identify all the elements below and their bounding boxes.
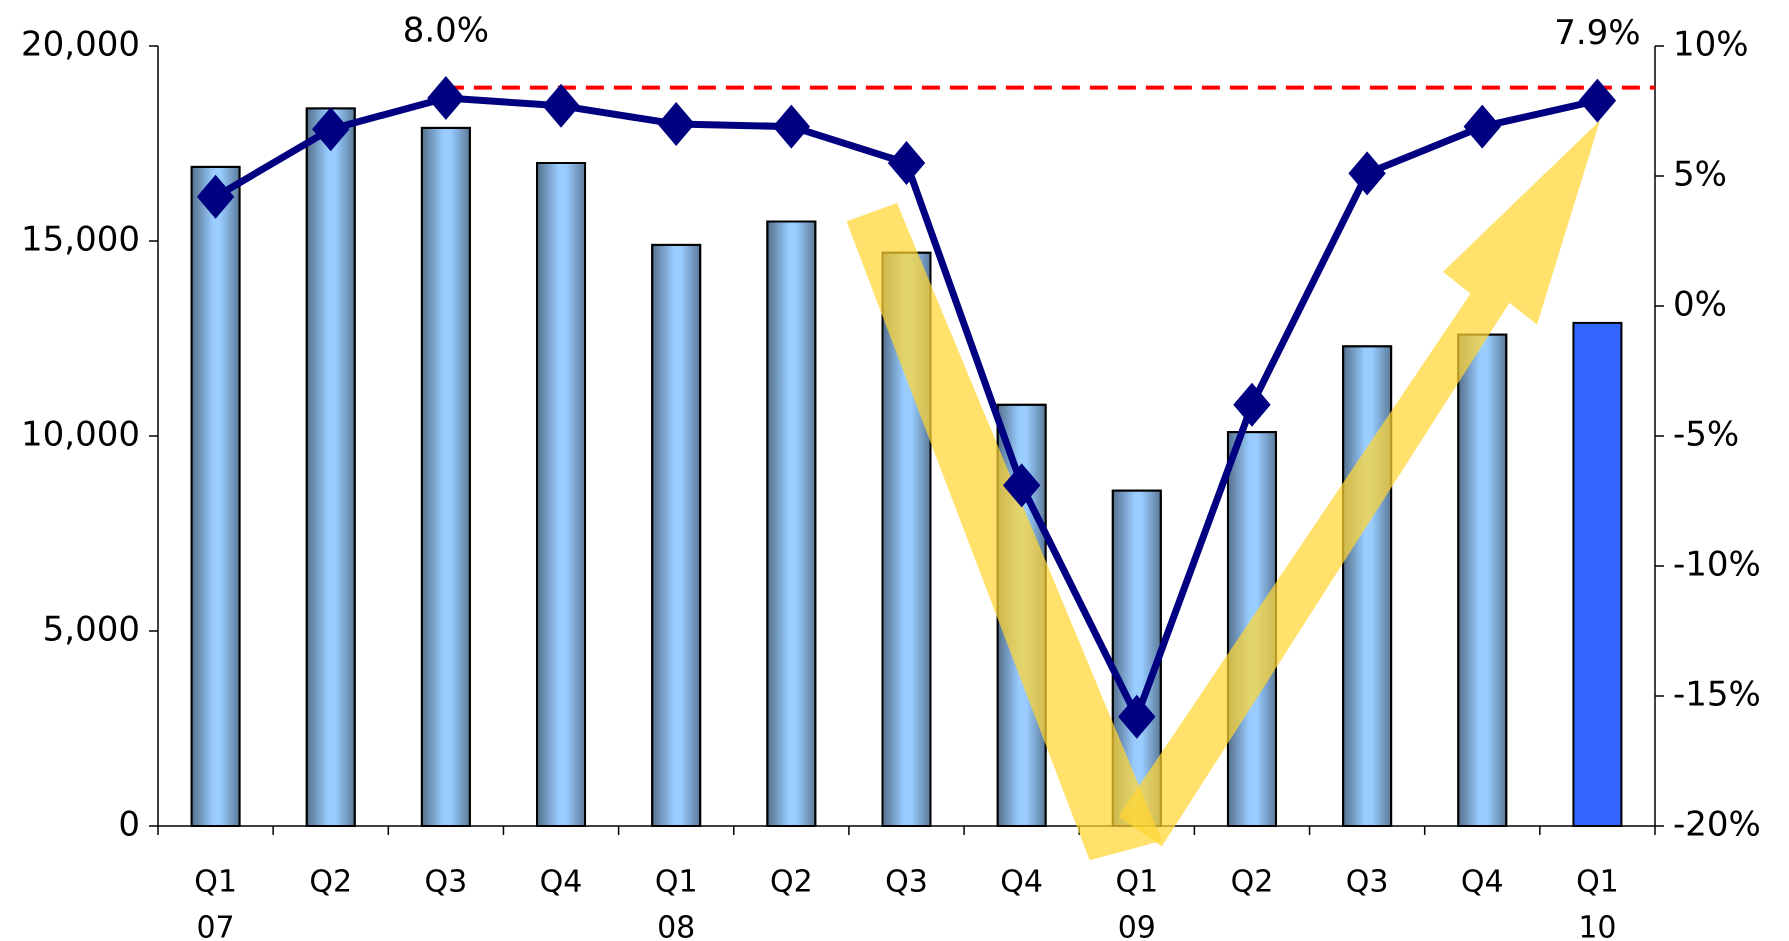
x-tick-label: Q1 (194, 865, 237, 900)
bar-shade (651, 243, 702, 827)
bar-shade (536, 162, 587, 827)
y-tick-label: 5,000 (43, 610, 140, 650)
marker (312, 107, 350, 152)
x-tick-label: Q1 (655, 865, 698, 900)
x-tick-label: Q4 (540, 865, 583, 900)
marker (1578, 78, 1617, 123)
trend-arrows (846, 120, 1601, 861)
y2-tick-label: 10% (1673, 25, 1749, 65)
y2-tick-label: -5% (1673, 415, 1739, 455)
marker (1463, 104, 1501, 149)
x-year-label: 07 (196, 911, 234, 941)
y-tick-label: 15,000 (21, 220, 140, 260)
value-label: 8.0% (403, 11, 489, 51)
marker (1348, 151, 1386, 196)
y-tick-label: 10,000 (21, 415, 140, 455)
y2-tick-label: -20% (1673, 805, 1761, 845)
bar-shade (1342, 345, 1393, 827)
x-tick-label: Q1 (1576, 865, 1619, 900)
marker (1118, 694, 1156, 739)
value-label: 7.9% (1554, 13, 1640, 53)
y2-tick-label: 5% (1673, 155, 1727, 195)
down-arrow (846, 203, 1162, 861)
x-tick-label: Q3 (885, 865, 928, 900)
bar (1572, 321, 1623, 827)
x-tick-label: Q4 (1461, 865, 1504, 900)
x-tick-label: Q3 (425, 865, 468, 900)
x-tick-label: Q2 (1231, 865, 1274, 900)
bar-shade (1457, 333, 1508, 827)
bar-shade (766, 220, 817, 827)
x-year-label: 10 (1578, 911, 1616, 941)
y2-tick-label: 0% (1673, 285, 1727, 325)
bar-shade (420, 126, 471, 827)
x-tick-label: Q2 (770, 865, 813, 900)
line-layer: 8.0% 7.9% (196, 11, 1655, 739)
bar-shade (190, 165, 241, 827)
up-arrow (1118, 120, 1601, 847)
x-tick-label: Q1 (1115, 865, 1158, 900)
x-tick-label: Q4 (1000, 865, 1043, 900)
marker (196, 174, 235, 219)
marker (887, 141, 926, 185)
marker (1233, 382, 1271, 427)
x-tick-label: Q2 (309, 865, 352, 900)
y2-tick-label: -15% (1673, 675, 1761, 715)
x-year-label: 08 (657, 911, 695, 941)
y-tick-label: 0 (118, 805, 140, 845)
y-tick-label: 20,000 (21, 25, 140, 65)
y2-tick-label: -10% (1673, 545, 1761, 585)
marker (1002, 463, 1041, 508)
marker (542, 83, 580, 128)
marker (427, 76, 465, 120)
marker (657, 102, 695, 146)
bar-shade (305, 107, 356, 827)
x-year-label: 09 (1118, 911, 1156, 941)
x-tick-label: Q3 (1346, 865, 1389, 900)
marker (772, 104, 811, 149)
